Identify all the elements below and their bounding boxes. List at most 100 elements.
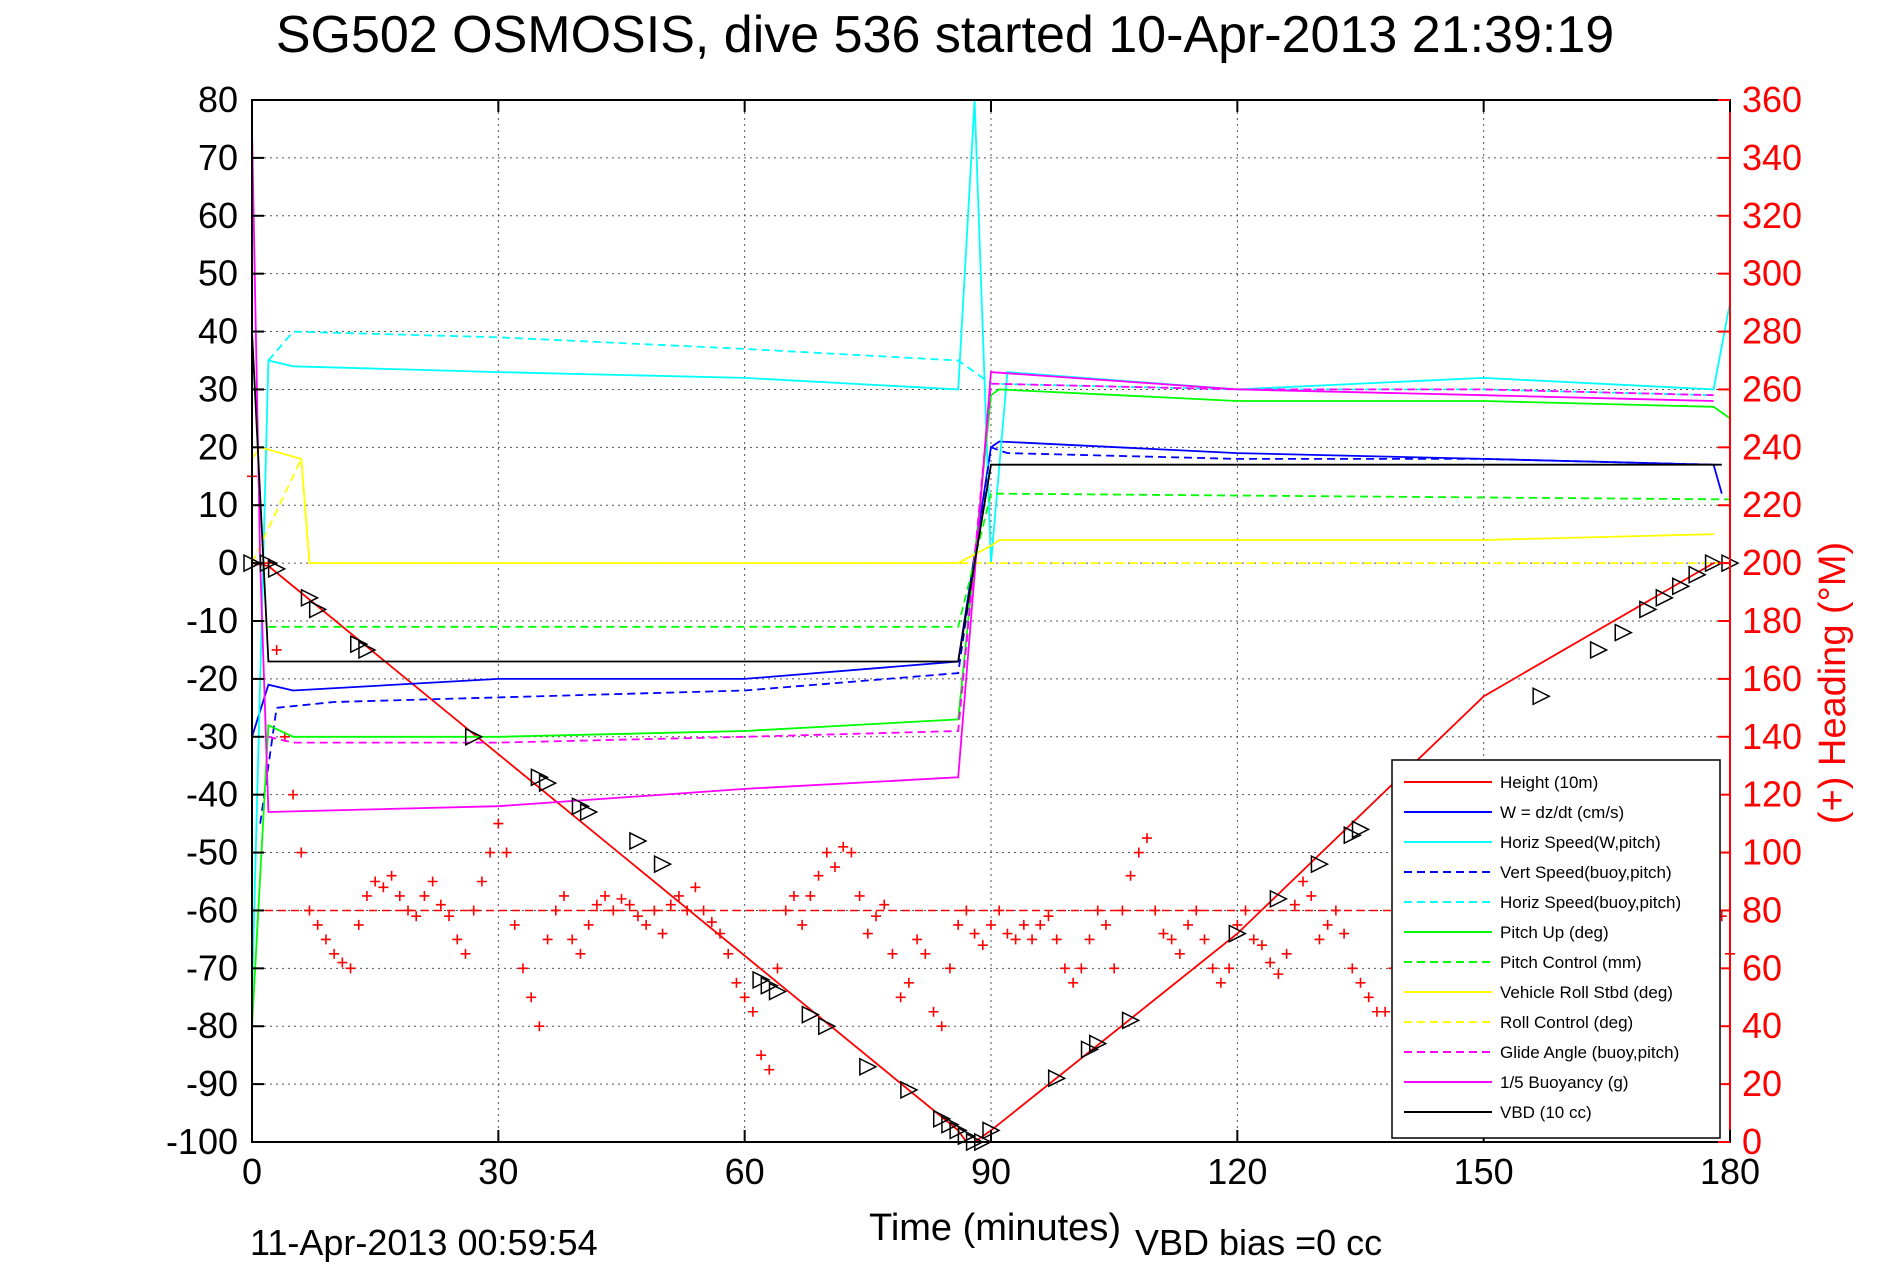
heading-point [575, 948, 586, 959]
heading-point [288, 789, 299, 800]
heading-point [403, 905, 414, 916]
depth-marker [1269, 889, 1289, 909]
heading-point [813, 870, 824, 881]
heading-point [1232, 919, 1243, 930]
footer-timestamp: 11-Apr-2013 00:59:54 [250, 1222, 598, 1262]
heading-point [1010, 934, 1021, 945]
heading-point [887, 948, 898, 959]
heading-point [723, 948, 734, 959]
depth-marker [1121, 1011, 1141, 1030]
heading-point [444, 911, 455, 922]
series-line-horiz-speed-buoy-pitch [267, 330, 1714, 397]
axes-layer: 0 30 60 90 120 150 18080706050403020100-10-20-… [166, 79, 1802, 1192]
y2-tick-label: 140 [1742, 716, 1802, 757]
heading-point [1043, 911, 1054, 922]
heading-point [1027, 934, 1038, 945]
depth-marker [1088, 1034, 1108, 1053]
depth-marker [579, 802, 599, 822]
heading-point [969, 928, 980, 939]
y-tick-label: 50 [198, 253, 238, 294]
heading-point [493, 818, 504, 829]
depth-marker [768, 982, 788, 1001]
heading-point [1158, 928, 1169, 939]
heading-point [1109, 963, 1120, 974]
depth-marker [900, 1080, 919, 1100]
heading-point [797, 919, 808, 930]
heading-point [747, 1006, 758, 1017]
x-tick-label: 90 [971, 1151, 1011, 1192]
depth-marker [1655, 588, 1674, 608]
y-tick-label: -80 [186, 1005, 238, 1046]
legend-entry-label: Roll Control (deg) [1500, 1013, 1633, 1032]
legend-entry-label: Height (10m) [1500, 773, 1598, 792]
depth-marker [1639, 600, 1658, 619]
y2-tick-label: 40 [1742, 1005, 1782, 1046]
heading-point [1224, 963, 1235, 974]
heading-point [1355, 977, 1366, 988]
x-tick-label: 30 [478, 1151, 518, 1192]
heading-point [1035, 919, 1046, 930]
heading-point [1125, 870, 1136, 881]
heading-point [1076, 963, 1087, 974]
heading-point [1068, 977, 1079, 988]
heading-point [690, 882, 701, 893]
heading-point [1150, 905, 1161, 916]
y-tick-label: 20 [198, 426, 238, 467]
y2-tick-label: 180 [1742, 600, 1802, 641]
heading-point [912, 934, 923, 945]
heading-point [879, 899, 890, 910]
y-tick-label: 0 [218, 542, 238, 583]
heading-point [271, 644, 282, 655]
heading-point [345, 963, 356, 974]
marker-layer [243, 553, 1740, 1152]
heading-point [1018, 919, 1029, 930]
depth-marker [1688, 565, 1707, 584]
y-tick-label: -70 [186, 947, 238, 988]
heading-point [1215, 977, 1226, 988]
heading-point [337, 957, 348, 968]
depth-marker [818, 1017, 837, 1036]
heading-point [304, 905, 315, 916]
heading-point [986, 919, 996, 930]
y2-tick-label: 340 [1742, 137, 1802, 178]
heading-point [936, 1021, 947, 1032]
y2-tick-label: 320 [1742, 195, 1802, 236]
heading-point [649, 905, 660, 916]
heading-point [591, 899, 602, 910]
heading-point [1256, 940, 1267, 951]
x-tick-label: 60 [725, 1151, 765, 1192]
heading-point [1100, 919, 1111, 930]
heading-point [764, 1064, 775, 1075]
heading-point [616, 893, 627, 904]
heading-point [1084, 934, 1095, 945]
heading-point [1207, 963, 1218, 974]
heading-point [1002, 928, 1013, 939]
heading-point [600, 890, 611, 901]
legend: Height (10m) W = dz/dt (cm/s) Horiz Speed(… [1391, 759, 1721, 1139]
y2-tick-label: 360 [1742, 79, 1802, 120]
heading-point [838, 841, 849, 852]
heading-point [1051, 934, 1062, 945]
y-tick-label: -10 [186, 600, 238, 641]
heading-point [1092, 905, 1103, 916]
heading-point [485, 847, 496, 858]
heading-point [1273, 969, 1284, 980]
y-tick-label: -50 [186, 832, 238, 873]
heading-point [361, 890, 372, 901]
legend-box [1391, 759, 1721, 1139]
y2-tick-label: 300 [1742, 253, 1802, 294]
heading-point [542, 934, 553, 945]
heading-point [895, 992, 906, 1003]
heading-point [419, 890, 430, 901]
y-tick-label: 10 [198, 484, 238, 525]
y-tick-label: -40 [186, 774, 238, 815]
heading-point [452, 934, 463, 945]
legend-entry-label: Pitch Control (mm) [1500, 953, 1642, 972]
depth-marker [1671, 577, 1691, 596]
heading-point [1240, 905, 1251, 916]
heading-point [411, 911, 422, 922]
y2-tick-label: 280 [1742, 311, 1802, 352]
heading-point [780, 905, 791, 916]
heading-point [862, 928, 873, 939]
heading-point [329, 948, 340, 959]
